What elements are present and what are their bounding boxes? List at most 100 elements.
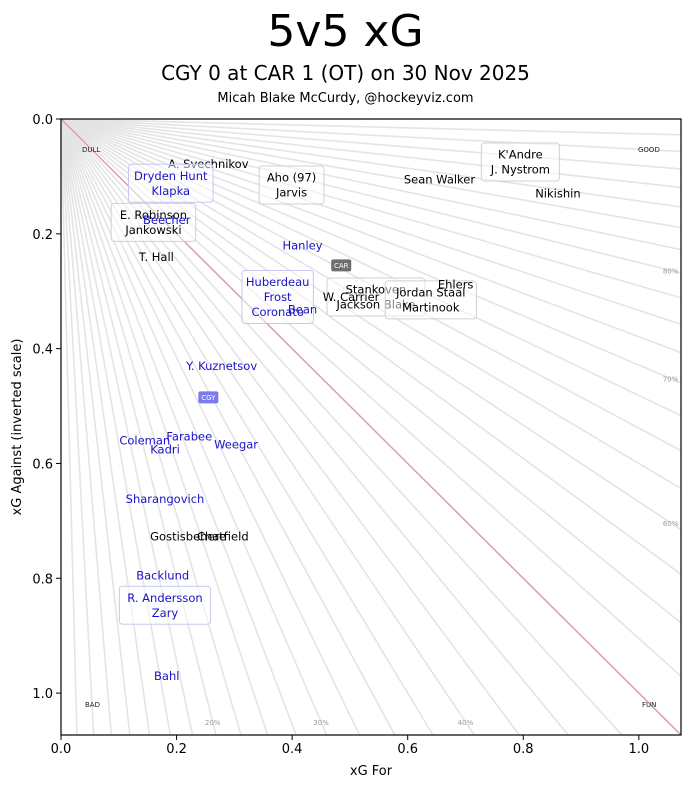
corner-label-fun: FUN [642, 701, 656, 709]
player-label-box [127, 163, 214, 203]
player-label: Klapka [151, 184, 190, 198]
percent-labels: 20% 30% 40% 60% 70% 80% [205, 267, 679, 726]
x-tick-label: 1.0 [628, 742, 649, 757]
team-badge-label: CGY [201, 394, 216, 402]
player-label: Kadri [150, 443, 180, 457]
player-label-group: Weegar [214, 438, 258, 452]
efficiency-ray [61, 119, 681, 452]
player-label: Jordan Staal [395, 285, 465, 299]
chart-credit: Micah Blake McCurdy, @hockeyviz.com [217, 91, 474, 106]
player-label-group: Sharangovich [126, 492, 205, 506]
efficiency-ray [61, 119, 681, 208]
efficiency-ray [61, 119, 476, 735]
player-label: R. Andersson [127, 591, 202, 605]
player-label: Aho (97) [267, 171, 316, 185]
efficiency-ray [61, 119, 681, 576]
player-label: Jarvis [275, 186, 307, 200]
efficiency-ray [61, 119, 434, 735]
percent-label: 20% [205, 719, 221, 727]
efficiency-ray [61, 119, 681, 153]
efficiency-ray [61, 119, 95, 735]
percent-label: 70% [663, 376, 679, 384]
player-label: Chatfield [197, 529, 249, 543]
efficiency-ray [61, 119, 681, 417]
player-label: Bahl [154, 669, 179, 683]
player-label-box [241, 269, 314, 324]
efficiency-ray [61, 119, 131, 735]
plot-frame [60, 118, 682, 736]
player-label-box [110, 202, 197, 242]
efficiency-ray [61, 119, 681, 189]
player-label-group: W. Carrier [323, 290, 380, 304]
x-axis-label: xG For [350, 764, 393, 779]
player-label-group: Kadri [150, 443, 180, 457]
player-label-group: Nikishin [535, 187, 580, 201]
efficiency-ray [61, 119, 242, 735]
player-label: Gostisbehere [150, 529, 226, 543]
percent-label: 30% [313, 719, 329, 727]
player-label: Ehlers [438, 277, 474, 291]
player-label-group: Sean Walker [404, 172, 476, 186]
team-marker-cgy: CGY [198, 391, 219, 404]
efficiency-ray [61, 119, 681, 384]
player-label-group: T. Hall [138, 250, 174, 264]
efficiency-ray [61, 119, 172, 735]
player-label-group: Y. Kuznetsov [185, 359, 257, 373]
player-label-group: Bean [288, 303, 317, 317]
y-tick-label: 0.2 [32, 228, 53, 243]
efficiency-ray [61, 119, 78, 735]
chart-title: 5v5 xG [267, 6, 424, 57]
team-markers: CAR CGY [198, 259, 352, 404]
efficiency-ray [61, 119, 361, 735]
player-label-box [258, 165, 325, 205]
x-tick-label: 0.2 [166, 742, 187, 757]
player-label: Beecher [143, 213, 191, 227]
player-label-box [480, 142, 560, 182]
player-label-group: Backlund [136, 568, 189, 582]
player-label-group: Hanley [282, 238, 322, 252]
player-label: Jankowski [124, 223, 181, 237]
player-label: J. Nystrom [490, 163, 550, 177]
efficiency-ray [61, 119, 194, 735]
corner-label-good: GOOD [638, 146, 660, 154]
player-label: K'Andre [498, 148, 543, 162]
x-axis-ticks: 0.0 0.2 0.4 0.6 0.8 1.0 [51, 735, 649, 757]
player-label-group: Beecher [143, 213, 191, 227]
player-label-group: Ehlers [438, 277, 474, 291]
player-label: E. Robinson [120, 208, 187, 222]
corner-label-dull: DULL [82, 146, 100, 154]
y-tick-label: 1.0 [32, 687, 53, 702]
player-label: Farabee [166, 429, 212, 443]
team-badge [198, 391, 219, 404]
efficiency-ray [61, 119, 681, 490]
efficiency-ray [61, 119, 217, 735]
player-label-box [384, 280, 477, 320]
efficiency-ray [61, 119, 681, 136]
player-label: Martinook [402, 300, 460, 314]
player-label: Hanley [282, 238, 322, 252]
y-tick-label: 0.6 [32, 457, 53, 472]
player-label: Sharangovich [126, 492, 205, 506]
player-label: T. Hall [138, 250, 174, 264]
corner-label-bad: BAD [85, 701, 100, 709]
x-tick-label: 0.8 [513, 742, 534, 757]
efficiency-ray [61, 119, 113, 735]
player-label: Dryden Hunt [134, 169, 208, 183]
efficiency-ray [61, 119, 328, 735]
team-badge [331, 259, 352, 272]
player-label-group: Aho (97)Jarvis [258, 165, 325, 205]
percent-label: 60% [663, 520, 679, 528]
efficiency-ray [61, 119, 521, 735]
x-tick-label: 0.4 [282, 742, 303, 757]
player-label-box [118, 585, 212, 625]
player-label: Y. Kuznetsov [185, 359, 257, 373]
player-label: Nikishin [535, 187, 580, 201]
